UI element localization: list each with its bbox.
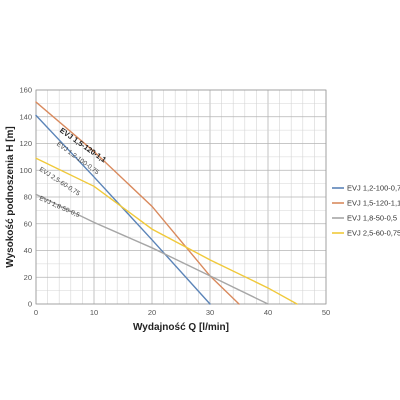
grid	[35, 89, 327, 305]
legend-label: EVJ 2,5-60-0,75	[347, 229, 400, 238]
legend-label: EVJ 1,2-100-0,75	[347, 184, 400, 193]
series-line	[35, 157, 298, 305]
legend-label: EVJ 1,8-50-0,5	[347, 214, 397, 223]
y-tick-label: 60	[24, 219, 32, 228]
y-tick-label: 140	[19, 112, 32, 121]
x-tick-label: 40	[264, 308, 272, 317]
y-tick-label: 0	[28, 300, 32, 309]
y-axis-title: Wysokość podnoszenia H [m]	[5, 126, 16, 268]
x-tick-label: 50	[322, 308, 330, 317]
curve-label: EVJ 2,5-60-0,75	[38, 166, 82, 198]
y-tick-label: 160	[19, 86, 32, 95]
x-tick-label: 30	[206, 308, 214, 317]
y-tick-label: 80	[24, 193, 32, 202]
x-tick-label: 20	[148, 308, 156, 317]
legend: EVJ 1,2-100-0,75 EVJ 1,5-120-1,1 EVJ 1,8-5…	[332, 184, 400, 238]
series-line	[35, 193, 269, 305]
y-tick-label: 20	[24, 273, 32, 282]
x-tick-label: 10	[90, 308, 98, 317]
series-line	[35, 101, 240, 305]
y-tick-label: 120	[19, 139, 32, 148]
x-axis-title: Wydajność Q [l/min]	[133, 322, 229, 333]
plot-frame	[35, 89, 327, 305]
y-tick-label: 40	[24, 246, 32, 255]
ticks: 0 10 20 30 40 50 0 20 40 60 80 100 120 140 160	[19, 86, 330, 318]
x-tick-label: 0	[34, 308, 38, 317]
legend-label: EVJ 1,5-120-1,1	[347, 199, 400, 208]
y-tick-label: 100	[19, 166, 32, 175]
series-lines	[35, 101, 298, 305]
